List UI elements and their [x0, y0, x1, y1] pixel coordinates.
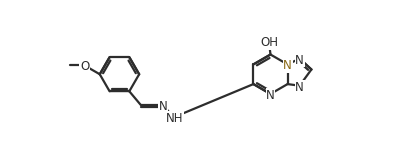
Text: N: N	[283, 59, 292, 72]
Text: N: N	[295, 81, 304, 94]
Text: O: O	[80, 61, 89, 74]
Text: N: N	[295, 54, 304, 67]
Text: N: N	[159, 100, 167, 113]
Text: N: N	[266, 89, 275, 102]
Text: O: O	[80, 61, 89, 74]
Text: NH: NH	[166, 112, 183, 125]
Text: OH: OH	[260, 36, 278, 49]
